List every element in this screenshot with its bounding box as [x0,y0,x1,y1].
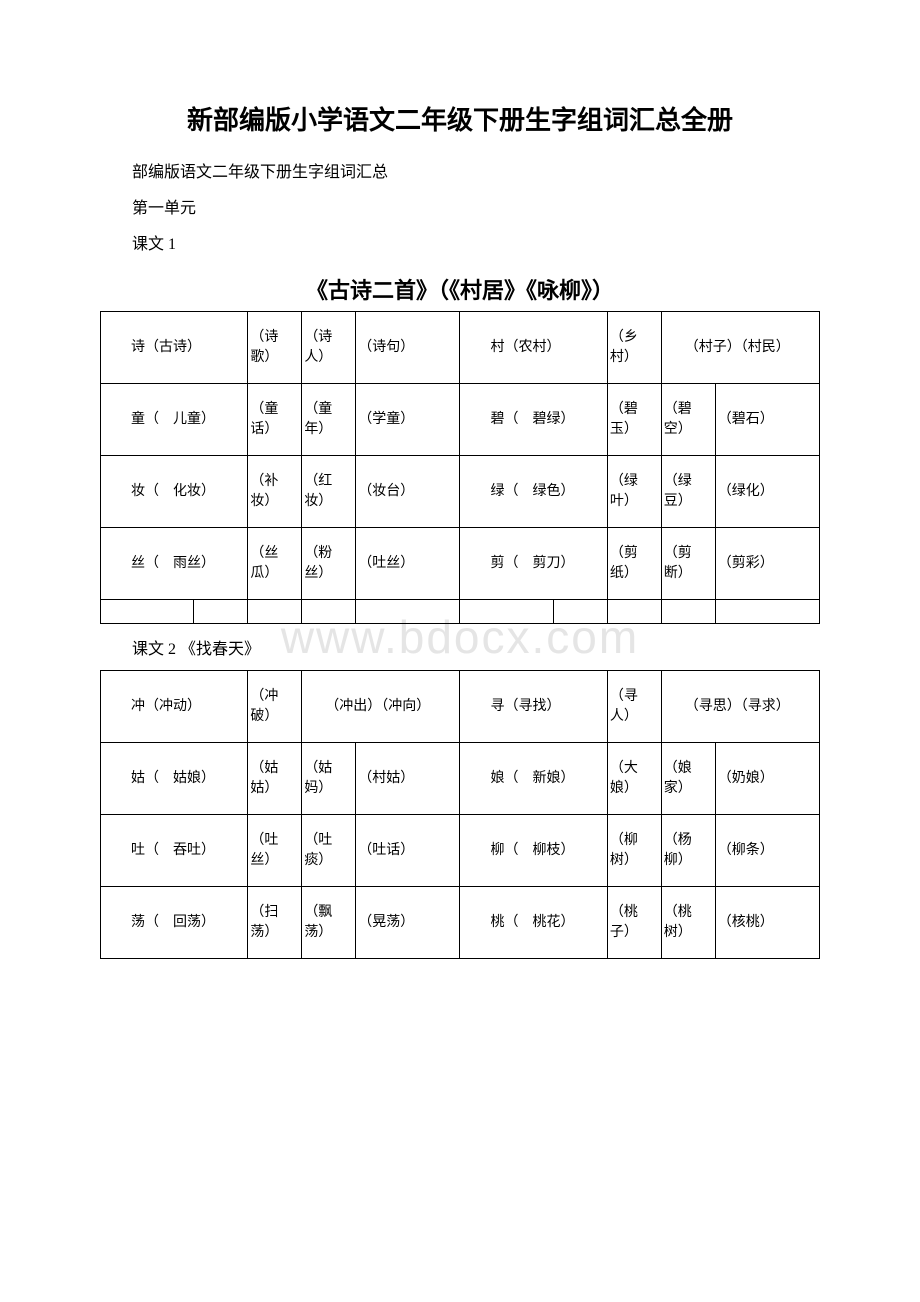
cell: （杨柳） [661,815,715,887]
cell [248,600,302,624]
cell: （碧玉） [607,384,661,456]
cell: 诗（古诗） [101,312,248,384]
cell: 荡（ 回荡） [101,887,248,959]
cell: 柳（ 柳枝） [460,815,607,887]
cell [194,600,248,624]
cell: （吐丝） [356,528,460,600]
cell: （吐痰） [302,815,356,887]
table-row: 荡（ 回荡） （扫荡） （飘荡） （晃荡） 桃（ 桃花） （桃子） （桃树） （… [101,887,820,959]
lesson1-label: 课文 1 [100,229,820,261]
cell: （学童） [356,384,460,456]
table-row: 吐（ 吞吐） （吐丝） （吐痰） （吐话） 柳（ 柳枝） （柳树） （杨柳） （… [101,815,820,887]
cell [715,600,819,624]
cell: （飘荡） [302,887,356,959]
cell: （童话） [248,384,302,456]
cell: （补妆） [248,456,302,528]
cell: （妆台） [356,456,460,528]
cell: 妆（ 化妆） [101,456,248,528]
cell: （童年） [302,384,356,456]
cell: （剪纸） [607,528,661,600]
cell: （粉丝） [302,528,356,600]
table-row: 冲（冲动） （冲破） （冲出）（冲向） 寻（寻找） （寻人） （寻思）（寻求） [101,671,820,743]
cell: 冲（冲动） [101,671,248,743]
table-1: 诗（古诗） （诗歌） （诗人） （诗句） 村（农村） （乡村） （村子）（村民）… [100,311,820,624]
cell: （寻人） [607,671,661,743]
table-row: 童（ 儿童） （童话） （童年） （学童） 碧（ 碧绿） （碧玉） （碧空） （… [101,384,820,456]
cell: （柳树） [607,815,661,887]
cell: （姑妈） [302,743,356,815]
cell: （桃子） [607,887,661,959]
cell: （吐丝） [248,815,302,887]
cell: （剪断） [661,528,715,600]
cell: （娘家） [661,743,715,815]
cell: 丝（ 雨丝） [101,528,248,600]
subtitle: 部编版语文二年级下册生字组词汇总 [100,157,820,189]
cell [460,600,553,624]
cell: 童（ 儿童） [101,384,248,456]
cell [302,600,356,624]
cell: （绿化） [715,456,819,528]
cell: 村（农村） [460,312,607,384]
cell: （姑姑） [248,743,302,815]
table-row: 诗（古诗） （诗歌） （诗人） （诗句） 村（农村） （乡村） （村子）（村民） [101,312,820,384]
table-row: 妆（ 化妆） （补妆） （红妆） （妆台） 绿（ 绿色） （绿叶） （绿豆） （… [101,456,820,528]
cell: 绿（ 绿色） [460,456,607,528]
cell: 娘（ 新娘） [460,743,607,815]
cell: （吐话） [356,815,460,887]
cell: （晃荡） [356,887,460,959]
cell: （红妆） [302,456,356,528]
cell: （乡村） [607,312,661,384]
cell: （碧空） [661,384,715,456]
cell: （柳条） [715,815,819,887]
cell: （诗句） [356,312,460,384]
cell: 吐（ 吞吐） [101,815,248,887]
cell: （寻思）（寻求） [661,671,819,743]
cell: （诗歌） [248,312,302,384]
page-title: 新部编版小学语文二年级下册生字组词汇总全册 [100,100,820,137]
cell: （冲出）（冲向） [302,671,460,743]
cell: 碧（ 碧绿） [460,384,607,456]
cell: 桃（ 桃花） [460,887,607,959]
cell: （核桃） [715,887,819,959]
lesson2-label: 课文 2 《找春天》 [100,634,820,666]
cell: （村子）（村民） [661,312,819,384]
table-row-spacer [101,600,820,624]
cell [553,600,607,624]
table-row: 丝（ 雨丝） （丝瓜） （粉丝） （吐丝） 剪（ 剪刀） （剪纸） （剪断） （… [101,528,820,600]
cell [661,600,715,624]
cell: （碧石） [715,384,819,456]
cell: （绿豆） [661,456,715,528]
cell: （剪彩） [715,528,819,600]
table-2: 冲（冲动） （冲破） （冲出）（冲向） 寻（寻找） （寻人） （寻思）（寻求） … [100,670,820,959]
unit-label: 第一单元 [100,193,820,225]
cell: （诗人） [302,312,356,384]
cell: （扫荡） [248,887,302,959]
cell: （大娘） [607,743,661,815]
cell: 剪（ 剪刀） [460,528,607,600]
cell: 姑（ 姑娘） [101,743,248,815]
cell: （奶娘） [715,743,819,815]
cell: （丝瓜） [248,528,302,600]
cell [607,600,661,624]
cell: （冲破） [248,671,302,743]
page-content: 新部编版小学语文二年级下册生字组词汇总全册 部编版语文二年级下册生字组词汇总 第… [100,100,820,959]
lesson1-title: 《古诗二首》（《村居》《咏柳》） [100,273,820,305]
cell [356,600,460,624]
cell [101,600,194,624]
table-row: 姑（ 姑娘） （姑姑） （姑妈） （村姑） 娘（ 新娘） （大娘） （娘家） （… [101,743,820,815]
cell: （绿叶） [607,456,661,528]
cell: 寻（寻找） [460,671,607,743]
cell: （村姑） [356,743,460,815]
cell: （桃树） [661,887,715,959]
